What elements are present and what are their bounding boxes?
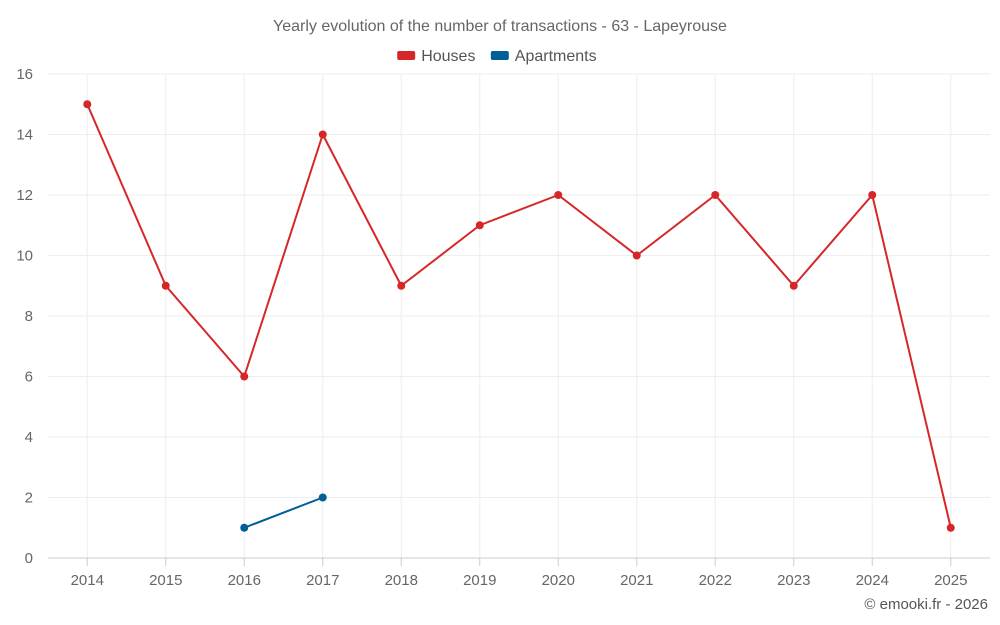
series-line-apartments	[243, 496, 324, 529]
x-tick-label: 2014	[71, 572, 104, 589]
data-point-houses[interactable]	[868, 191, 877, 199]
data-point-houses[interactable]	[789, 281, 798, 290]
x-tick-label: 2015	[149, 572, 182, 589]
series-line-houses	[86, 103, 952, 528]
y-tick-label: 2	[25, 490, 33, 507]
series-houses	[83, 100, 955, 532]
legend-item-houses[interactable]: Houses	[397, 48, 475, 65]
data-point-apartments[interactable]	[318, 493, 327, 502]
series-apartments	[240, 493, 327, 532]
y-tick-label: 12	[16, 187, 33, 204]
x-tick-label: 2025	[934, 572, 967, 589]
x-tick-label: 2020	[542, 572, 575, 589]
x-tick-label: 2024	[856, 572, 889, 589]
y-axis: 0 2 4 6 8 10 12 14 16	[16, 66, 33, 567]
data-point-houses[interactable]	[397, 281, 406, 290]
x-tick-label: 2017	[306, 572, 339, 589]
legend[interactable]: Houses Apartments	[397, 48, 597, 65]
data-point-apartments[interactable]	[240, 523, 249, 532]
y-tick-label: 8	[25, 308, 33, 325]
legend-label: Apartments	[515, 48, 597, 65]
x-axis: 2014 2015 2016 2017 2018 2019 2020 2021 2022 2023…	[71, 558, 967, 589]
legend-swatch	[490, 51, 509, 60]
data-point-houses[interactable]	[240, 372, 249, 381]
y-tick-label: 0	[25, 550, 33, 567]
data-point-houses[interactable]	[632, 251, 641, 260]
chart-title: Yearly evolution of the number of transa…	[273, 18, 727, 35]
data-point-houses[interactable]	[946, 523, 955, 532]
x-tick-label: 2022	[699, 572, 732, 589]
x-tick-label: 2021	[620, 572, 653, 589]
data-point-houses[interactable]	[161, 281, 170, 290]
grid	[48, 73, 990, 559]
x-tick-label: 2019	[463, 572, 496, 589]
y-tick-label: 16	[16, 66, 33, 83]
x-tick-label: 2016	[228, 572, 261, 589]
x-tick-label: 2023	[777, 572, 810, 589]
y-tick-label: 4	[25, 429, 33, 446]
legend-swatch	[397, 51, 416, 60]
y-tick-label: 14	[16, 127, 33, 144]
legend-item-apartments[interactable]: Apartments	[490, 48, 597, 65]
series-layer	[83, 100, 955, 532]
data-point-houses[interactable]	[711, 191, 720, 199]
y-tick-label: 6	[25, 369, 33, 386]
data-point-houses[interactable]	[83, 100, 92, 109]
data-point-houses[interactable]	[475, 221, 484, 230]
data-point-houses[interactable]	[554, 191, 563, 199]
y-tick-label: 10	[16, 248, 33, 265]
x-tick-label: 2018	[385, 572, 418, 589]
credit-text: © emooki.fr - 2026	[864, 596, 988, 613]
legend-label: Houses	[421, 48, 475, 65]
data-point-houses[interactable]	[318, 130, 327, 139]
